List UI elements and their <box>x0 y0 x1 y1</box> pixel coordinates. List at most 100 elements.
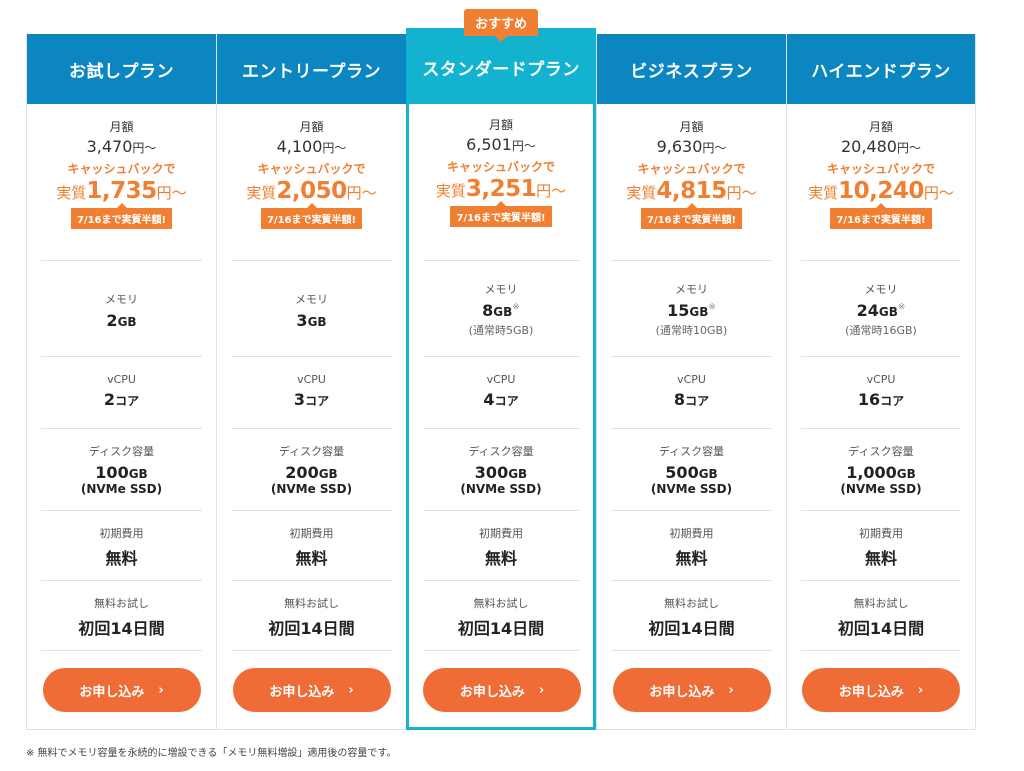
vcpu-unit: コア <box>115 394 140 408</box>
free-trial-value: 初回14日間 <box>648 619 735 638</box>
vcpu-value: 4コア <box>423 390 579 409</box>
vcpu-unit: コア <box>305 394 330 408</box>
vcpu-label: vCPU <box>107 373 136 386</box>
memory-unit: GB <box>878 305 898 319</box>
free-trial-value: 初回14日間 <box>837 619 925 638</box>
apply-button[interactable]: お申し込み › <box>423 668 581 712</box>
vcpu-unit: コア <box>880 394 905 408</box>
chevron-right-icon: › <box>158 682 164 698</box>
monthly-price-value: 20,480 <box>841 137 897 156</box>
monthly-label: 月額 <box>679 120 704 134</box>
price-block: 月額 20,480円〜 キャッシュバックで 実質10,240円〜 7/16まで実… <box>787 104 975 260</box>
disk-unit: GB <box>698 467 718 481</box>
effective-price: 実質3,251円〜 <box>409 176 593 202</box>
vcpu-number: 16 <box>857 390 881 409</box>
plan-column-4: ビジネスプラン 月額 9,630円〜 キャッシュバックで 実質4,815円〜 7… <box>596 34 786 730</box>
cashback-label: キャッシュバックで <box>637 162 746 176</box>
apply-row: お申し込み › <box>423 650 581 730</box>
apply-button[interactable]: お申し込み › <box>232 668 391 712</box>
apply-row: お申し込み › <box>41 650 202 730</box>
memory-number: 2 <box>106 311 118 330</box>
initial-fee-row: 初期費用 無料 <box>41 510 202 580</box>
recommended-badge: おすすめ <box>463 9 539 36</box>
apply-button[interactable]: お申し込み › <box>42 668 201 712</box>
effective-price-value: 10,240 <box>838 178 924 204</box>
disk-type: (NVMe SSD) <box>270 482 353 496</box>
monthly-label: 月額 <box>868 120 893 134</box>
free-trial-row: 無料お試し 初回14日間 <box>423 580 579 650</box>
disk-label: ディスク容量 <box>658 445 725 458</box>
memory-number: 15 <box>667 301 690 320</box>
apply-row: お申し込み › <box>801 650 961 730</box>
vcpu-value: 2コア <box>41 390 202 409</box>
apply-button[interactable]: お申し込み › <box>802 668 960 712</box>
disk-label: ディスク容量 <box>278 445 345 458</box>
memory-note: (通常時10GB) <box>655 324 728 337</box>
effective-prefix: 実質 <box>626 184 657 202</box>
monthly-price: 20,480円〜 <box>787 137 975 156</box>
memory-value: 24GB※ <box>801 301 961 320</box>
vcpu-value: 16コア <box>801 390 961 409</box>
disk-unit: GB <box>318 467 338 481</box>
monthly-price-value: 4,100 <box>276 137 323 156</box>
plan-name: ハイエンドプラン <box>787 34 975 104</box>
plan-column-2: エントリープラン 月額 4,100円〜 キャッシュバックで 実質2,050円〜 … <box>216 34 406 730</box>
apply-button-label: お申し込み <box>79 684 145 700</box>
initial-fee-value: 無料 <box>484 549 517 568</box>
disk-row: ディスク容量 100GB (NVMe SSD) <box>41 428 202 510</box>
effective-prefix: 実質 <box>808 184 839 202</box>
memory-unit: GB <box>117 315 137 329</box>
monthly-price-value: 3,470 <box>86 137 133 156</box>
free-trial-row: 無料お試し 初回14日間 <box>801 580 961 650</box>
free-trial-label: 無料お試し <box>853 597 909 610</box>
effective-price: 実質1,735円〜 <box>27 178 216 204</box>
memory-unit: GB <box>493 305 513 319</box>
price-block: 月額 9,630円〜 キャッシュバックで 実質4,815円〜 7/16まで実質半… <box>597 104 786 260</box>
initial-fee-value: 無料 <box>675 549 708 568</box>
effective-price-value: 2,050 <box>276 178 347 204</box>
initial-fee-value: 無料 <box>864 549 897 568</box>
disk-row: ディスク容量 500GB (NVMe SSD) <box>611 428 772 510</box>
vcpu-unit: コア <box>685 394 710 408</box>
disk-type: (NVMe SSD) <box>650 482 733 496</box>
memory-number: 24 <box>856 301 879 320</box>
effective-price-value: 3,251 <box>465 176 537 202</box>
memory-value: 15GB※ <box>611 301 772 320</box>
initial-fee-value: 無料 <box>105 549 138 568</box>
apply-button[interactable]: お申し込み › <box>612 668 771 712</box>
plan-column-3: おすすめ スタンダードプラン 月額 6,501円〜 キャッシュバックで 実質3,… <box>406 9 596 730</box>
half-price-tag: 7/16まで実質半額! <box>70 208 173 229</box>
monthly-price: 9,630円〜 <box>597 137 786 156</box>
initial-fee-label: 初期費用 <box>859 527 903 540</box>
disk-row: ディスク容量 200GB (NVMe SSD) <box>231 428 392 510</box>
price-block: 月額 6,501円〜 キャッシュバックで 実質3,251円〜 7/16まで実質半… <box>409 104 593 260</box>
monthly-price: 4,100円〜 <box>217 137 406 156</box>
vcpu-number: 3 <box>293 390 306 409</box>
effective-price: 実質10,240円〜 <box>787 178 975 204</box>
memory-row: メモリ 24GB※ (通常時16GB) <box>801 260 961 356</box>
chevron-right-icon: › <box>728 682 734 698</box>
plan-name: エントリープラン <box>217 34 406 104</box>
plan-name: お試しプラン <box>27 34 216 104</box>
memory-label: メモリ <box>675 283 708 296</box>
memory-label: メモリ <box>105 293 138 306</box>
vcpu-number: 4 <box>483 390 495 409</box>
disk-unit: GB <box>896 467 916 481</box>
half-price-tag: 7/16まで実質半額! <box>830 208 932 229</box>
apply-row: お申し込み › <box>611 650 772 730</box>
initial-fee-row: 初期費用 無料 <box>611 510 772 580</box>
memory-row: メモリ 8GB※ (通常時5GB) <box>423 260 579 356</box>
monthly-label: 月額 <box>109 120 134 134</box>
disk-value: 300GB <box>423 463 579 482</box>
memory-asterisk: ※ <box>897 302 906 313</box>
disk-number: 1,000 <box>846 463 897 482</box>
free-trial-row: 無料お試し 初回14日間 <box>611 580 772 650</box>
yen-suffix: 円〜 <box>896 141 921 155</box>
disk-number: 300 <box>474 463 509 482</box>
free-trial-value: 初回14日間 <box>457 619 545 638</box>
memory-unit: GB <box>307 315 327 329</box>
disk-value: 200GB <box>231 463 392 482</box>
monthly-label: 月額 <box>299 120 324 134</box>
memory-row: メモリ 2GB <box>41 260 202 356</box>
free-trial-label: 無料お試し <box>284 597 339 610</box>
